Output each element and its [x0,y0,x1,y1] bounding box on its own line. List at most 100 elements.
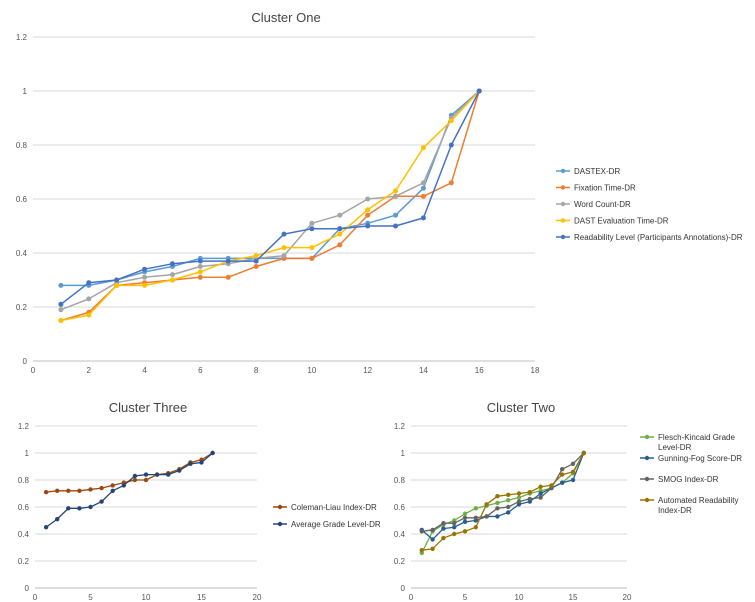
x-tick-label: 15 [569,593,578,602]
y-tick-label: 1 [401,449,406,458]
x-tick-label: 14 [419,366,428,375]
data-point [484,502,489,507]
chart-1: Cluster Three 0 0.2 0.4 0.6 0.8 1 1.2 0 5 10 15 20 Co… [18,400,381,602]
y-tick-label: 0 [23,357,28,366]
data-point [462,529,468,534]
x-tick-label: 20 [623,593,632,602]
legend-swatch-marker [560,234,566,240]
y-tick-label: 0.8 [18,476,30,485]
data-point [337,226,343,232]
data-point [197,264,203,269]
data-point [199,460,204,465]
y-tick-label: 1.2 [394,422,406,431]
data-point [281,253,287,259]
data-point [58,307,64,313]
legend-swatch-marker [277,521,283,527]
data-point [88,504,93,510]
x-tick-label: 20 [253,593,262,602]
data-point [506,510,511,515]
data-point [309,226,315,232]
data-point [337,231,343,237]
legend-swatch-marker [560,201,566,207]
data-point [495,500,500,506]
data-point [88,487,93,492]
data-point [430,546,435,552]
data-point [527,489,532,495]
data-point [142,266,148,272]
x-tick-label: 6 [198,366,203,375]
y-tick-label: 0 [25,584,30,593]
y-tick-label: 0.8 [394,476,406,485]
y-tick-label: 0.4 [394,530,406,539]
data-point [538,495,543,500]
data-point [538,484,543,489]
y-tick-label: 1 [25,449,30,458]
series-line [45,452,214,528]
legend-swatch-marker [644,497,650,503]
data-point [55,516,60,522]
legend-swatch-marker [644,455,650,461]
data-point [210,450,215,456]
data-point [570,461,576,466]
x-tick-label: 0 [33,593,38,602]
x-tick-label: 0 [409,593,414,602]
data-point [253,253,259,259]
data-point [419,529,424,534]
data-point [86,296,92,302]
legend-label: SMOG Index-DR [658,475,719,484]
data-point [452,531,457,537]
data-point [516,491,522,496]
data-point [365,196,371,202]
chart-0: Cluster One 0 0.2 0.4 0.6 0.8 1 1.2 0 2 4 6 8 10 12 14 1… [16,10,743,375]
data-point [337,212,343,218]
series-line [46,452,213,493]
legend-label: DAST Evaluation Time-DR [574,217,669,226]
y-tick-label: 0.8 [16,141,28,150]
y-tick-label: 0.2 [394,557,406,566]
x-tick-label: 16 [475,366,484,375]
data-point [309,245,315,251]
legend-swatch-marker [644,434,650,440]
x-tick-label: 2 [87,366,92,375]
data-point [506,492,511,498]
data-point [462,511,468,516]
legend-swatch-marker [560,168,566,174]
x-tick-label: 5 [88,593,93,602]
y-tick-label: 0.2 [16,303,28,312]
data-point [420,185,426,191]
data-point [142,282,148,288]
data-point [166,472,171,477]
y-tick-label: 0.4 [18,530,30,539]
data-point [462,515,468,520]
y-tick-label: 0.6 [16,195,28,204]
data-point [441,526,446,531]
data-point [495,506,500,511]
data-point [393,193,399,199]
data-point [86,312,92,318]
data-point [43,525,49,530]
data-point [441,521,446,526]
data-point [225,258,231,264]
chart-title: Cluster One [251,10,320,25]
series-line [60,90,480,322]
series-line [421,452,585,541]
data-point [188,461,193,466]
y-tick-label: 1 [23,87,28,96]
data-point [99,499,104,504]
data-point [419,548,424,553]
x-tick-label: 10 [142,593,151,602]
data-point [114,277,120,283]
data-point [365,223,371,229]
data-point [420,180,426,186]
y-tick-label: 0.2 [18,557,30,566]
series-line [60,90,480,322]
x-tick-label: 10 [307,366,316,375]
data-point [77,506,82,511]
series-line [60,90,480,305]
data-point [169,261,175,267]
y-tick-label: 0.6 [18,503,30,512]
data-point [281,231,287,237]
data-point [560,480,565,485]
x-tick-label: 18 [531,366,540,375]
